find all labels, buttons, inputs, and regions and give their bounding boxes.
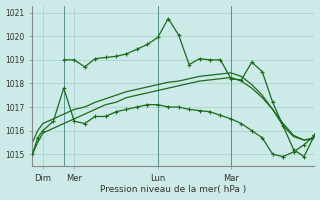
X-axis label: Pression niveau de la mer( hPa ): Pression niveau de la mer( hPa ) [100, 185, 247, 194]
